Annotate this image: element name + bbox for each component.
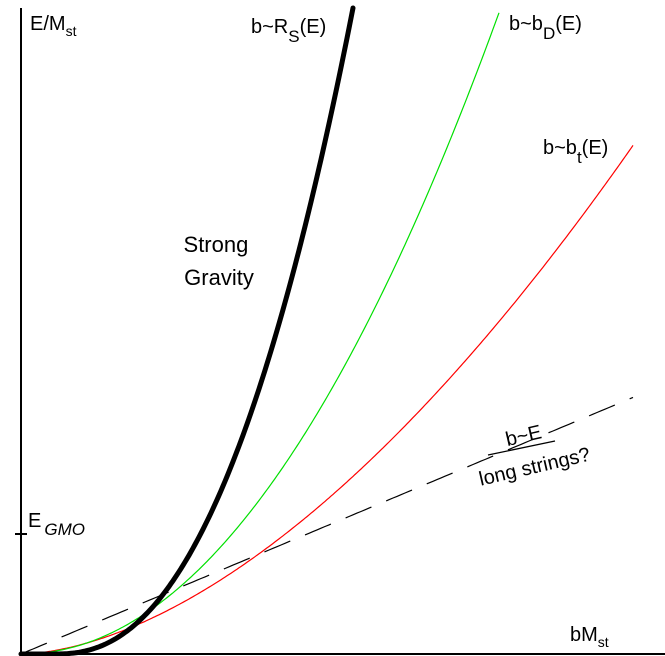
egmo-label-main: E bbox=[28, 510, 41, 532]
egmo-label: E GMO bbox=[28, 510, 85, 539]
schwarzschild-label-main: b~R bbox=[251, 16, 288, 38]
diffusion-label: b~bD(E) bbox=[509, 13, 582, 43]
y-axis-label-sub: st bbox=[66, 23, 77, 39]
x-axis-label-main: bM bbox=[570, 624, 598, 646]
strong-gravity-label: Strong Gravity bbox=[184, 232, 255, 290]
linear-curve bbox=[20, 396, 634, 655]
schwarzschild-curve bbox=[18, 5, 356, 656]
tidal-label: b~bt(E) bbox=[543, 137, 608, 167]
x-axis-label-sub: st bbox=[598, 634, 609, 650]
diffusion-label-tail: (E) bbox=[555, 13, 582, 35]
diffusion-label-main: b~b bbox=[509, 13, 543, 35]
schwarzschild-label: b~RS(E) bbox=[251, 16, 326, 46]
tidal-label-sub: t bbox=[577, 148, 582, 167]
diffusion-curve bbox=[21, 12, 500, 655]
linear-label-line1: b~E bbox=[504, 421, 544, 451]
y-axis-label: E/Mst bbox=[30, 13, 77, 39]
y-axis-label-main: E/M bbox=[30, 13, 66, 35]
tidal-label-main: b~b bbox=[543, 137, 577, 159]
egmo-label-sub: GMO bbox=[44, 520, 85, 539]
strong-gravity-line1: Strong bbox=[184, 232, 249, 257]
tidal-label-tail: (E) bbox=[582, 137, 609, 159]
linear-label-line2: long strings? bbox=[477, 444, 592, 491]
linear-label-divider bbox=[487, 440, 556, 456]
tidal-curve bbox=[21, 145, 634, 655]
schwarzschild-label-sub: S bbox=[288, 27, 299, 46]
x-axis-label: bMst bbox=[570, 624, 609, 650]
strong-gravity-line2: Gravity bbox=[184, 265, 254, 290]
schwarzschild-label-tail: (E) bbox=[300, 16, 327, 38]
diffusion-label-sub: D bbox=[543, 24, 555, 43]
